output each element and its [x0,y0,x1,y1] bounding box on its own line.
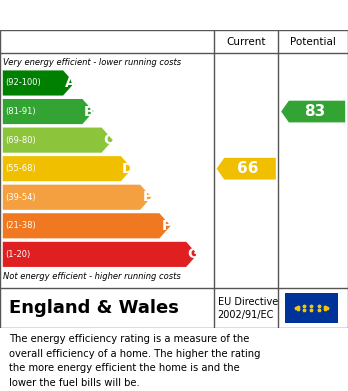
Text: (21-38): (21-38) [5,221,36,230]
Polygon shape [3,99,94,124]
Polygon shape [3,156,132,181]
Polygon shape [3,185,151,210]
Text: EU Directive: EU Directive [218,297,278,307]
Polygon shape [3,213,171,239]
Text: (69-80): (69-80) [5,136,36,145]
Text: Energy Efficiency Rating: Energy Efficiency Rating [9,7,230,23]
Text: 66: 66 [237,161,259,176]
Text: Not energy efficient - higher running costs: Not energy efficient - higher running co… [3,272,181,281]
Text: England & Wales: England & Wales [9,299,179,317]
Text: A: A [65,76,76,90]
Text: Potential: Potential [290,37,336,47]
Text: G: G [188,248,199,261]
Bar [285,293,338,323]
Text: The energy efficiency rating is a measure of the
overall efficiency of a home. T: The energy efficiency rating is a measur… [9,334,260,387]
Text: D: D [122,161,134,176]
Text: (92-100): (92-100) [5,79,41,88]
Polygon shape [216,158,276,179]
Text: 83: 83 [304,104,326,119]
Text: E: E [142,190,152,204]
Text: Very energy efficient - lower running costs: Very energy efficient - lower running co… [3,58,182,67]
Polygon shape [3,70,74,95]
Text: (1-20): (1-20) [5,250,31,259]
Text: 2002/91/EC: 2002/91/EC [218,310,274,320]
Polygon shape [281,101,345,122]
Text: F: F [162,219,171,233]
Text: (39-54): (39-54) [5,193,36,202]
Text: (55-68): (55-68) [5,164,36,173]
Text: B: B [84,104,95,118]
Text: Current: Current [227,37,266,47]
Text: (81-91): (81-91) [5,107,36,116]
Polygon shape [3,242,197,267]
Text: C: C [103,133,114,147]
Polygon shape [3,127,113,152]
